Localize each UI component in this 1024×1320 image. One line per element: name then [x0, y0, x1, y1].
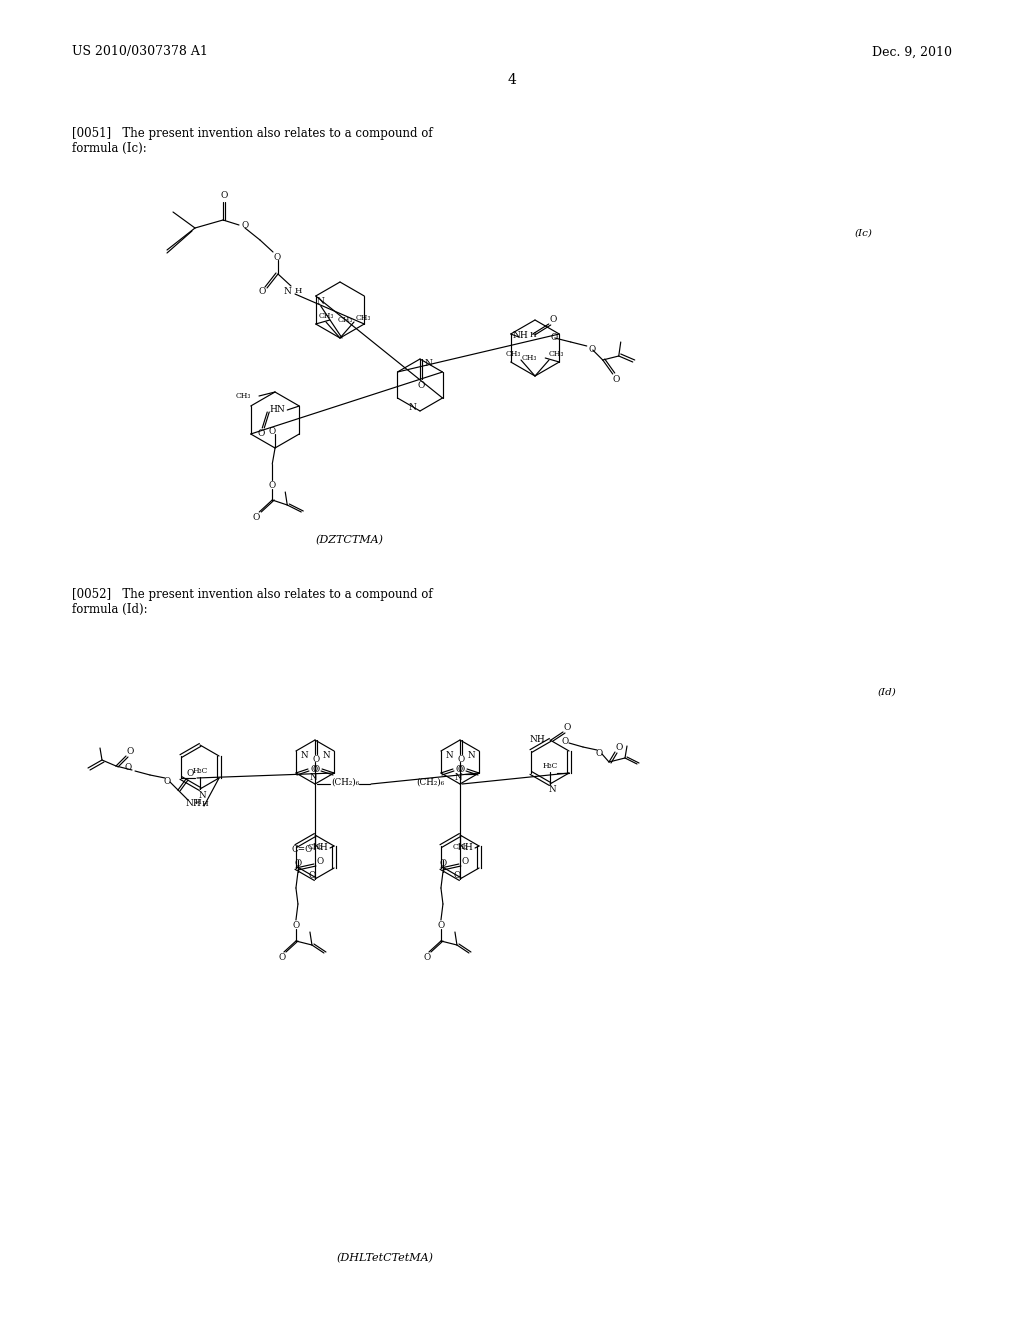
Text: NH: NH: [529, 734, 545, 743]
Text: H: H: [529, 331, 536, 339]
Text: O: O: [258, 286, 265, 296]
Text: [0052]   The present invention also relates to a compound of: [0052] The present invention also relate…: [72, 587, 432, 601]
Text: (DHLTetCTetMA): (DHLTetCTetMA): [337, 1253, 433, 1263]
Text: H: H: [202, 800, 208, 808]
Text: O: O: [316, 858, 324, 866]
Text: O: O: [458, 755, 465, 764]
Text: O: O: [615, 743, 623, 752]
Text: O: O: [126, 747, 134, 756]
Text: Dec. 9, 2010: Dec. 9, 2010: [872, 45, 952, 58]
Text: formula (Ic):: formula (Ic):: [72, 143, 146, 154]
Text: H₃C: H₃C: [193, 767, 208, 775]
Text: CH₃: CH₃: [506, 350, 521, 358]
Text: US 2010/0307378 A1: US 2010/0307378 A1: [72, 45, 208, 58]
Text: O: O: [186, 770, 194, 779]
Text: O: O: [612, 375, 620, 384]
Text: C=O: C=O: [291, 846, 312, 854]
Text: O: O: [312, 764, 319, 774]
Text: CH₃: CH₃: [338, 315, 353, 323]
Text: O: O: [456, 764, 463, 774]
Text: CH₃: CH₃: [356, 314, 372, 322]
Text: O: O: [241, 220, 248, 230]
Text: O: O: [551, 334, 558, 342]
Text: CH₃: CH₃: [236, 392, 251, 400]
Text: N: N: [323, 751, 330, 760]
Text: [0051]   The present invention also relates to a compound of: [0051] The present invention also relate…: [72, 127, 432, 140]
Text: O: O: [437, 921, 444, 931]
Text: O: O: [125, 763, 131, 772]
Text: O: O: [595, 748, 602, 758]
Text: H: H: [195, 799, 202, 807]
Text: formula (Id):: formula (Id):: [72, 603, 147, 616]
Text: O: O: [454, 871, 461, 880]
Text: H₃C: H₃C: [543, 762, 558, 770]
Text: CH₃: CH₃: [453, 843, 468, 851]
Text: O: O: [253, 512, 260, 521]
Text: O: O: [462, 858, 469, 866]
Text: HN: HN: [269, 405, 285, 414]
Text: O: O: [439, 859, 446, 869]
Text: N: N: [467, 751, 475, 760]
Text: (CH₂)₆: (CH₂)₆: [416, 777, 444, 787]
Text: O: O: [308, 871, 315, 880]
Text: NH: NH: [513, 331, 528, 341]
Text: CH₃: CH₃: [307, 843, 323, 851]
Text: O: O: [312, 755, 319, 764]
Text: NH: NH: [185, 800, 201, 808]
Text: 4: 4: [508, 73, 516, 87]
Text: (CH₂)₆: (CH₂)₆: [331, 777, 359, 787]
Text: CH₃: CH₃: [522, 354, 538, 362]
Text: O: O: [164, 776, 171, 785]
Text: O: O: [274, 253, 282, 263]
Text: CH₃: CH₃: [318, 312, 334, 319]
Text: O: O: [268, 482, 275, 491]
Text: N: N: [283, 288, 291, 297]
Text: H: H: [295, 286, 302, 294]
Text: O: O: [589, 345, 596, 354]
Text: N: N: [316, 297, 325, 306]
Text: O: O: [268, 428, 275, 437]
Text: N: N: [445, 751, 453, 760]
Text: O: O: [258, 429, 265, 437]
Text: O: O: [423, 953, 430, 962]
Text: O: O: [418, 380, 425, 389]
Text: O: O: [561, 738, 568, 747]
Text: N: N: [408, 404, 416, 412]
Text: O: O: [220, 191, 227, 201]
Text: O: O: [563, 723, 570, 733]
Text: O: O: [458, 764, 465, 774]
Text: N: N: [455, 774, 462, 783]
Text: CH₃: CH₃: [549, 350, 564, 358]
Text: (DZTCTMA): (DZTCTMA): [316, 535, 384, 545]
Text: O: O: [294, 859, 301, 869]
Text: N: N: [424, 359, 432, 368]
Text: (Ic): (Ic): [855, 228, 872, 238]
Text: N: N: [300, 751, 308, 760]
Text: N: N: [199, 791, 206, 800]
Text: N: N: [309, 774, 316, 783]
Text: N: N: [548, 785, 556, 795]
Text: NH: NH: [312, 843, 328, 853]
Text: O: O: [293, 921, 299, 931]
Text: O: O: [549, 315, 556, 325]
Text: O: O: [279, 953, 286, 962]
Text: NH: NH: [457, 843, 473, 853]
Text: (Id): (Id): [878, 688, 897, 697]
Text: O: O: [310, 764, 317, 774]
